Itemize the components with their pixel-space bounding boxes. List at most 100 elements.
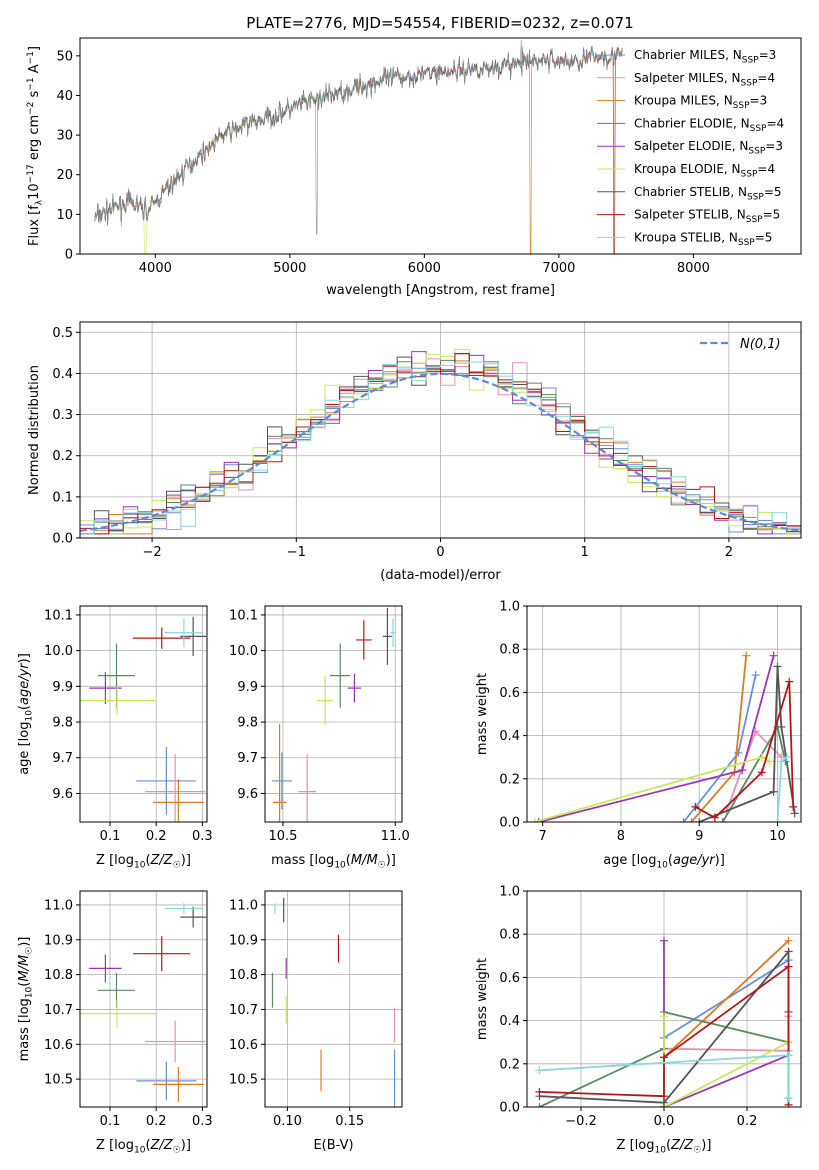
spectrum-line (94, 47, 623, 254)
x-tick-label: 7000 (542, 261, 575, 276)
axes: 7 8 9 10 0.0 0.2 0.4 0.6 0.8 1.0 age [log10(age/yr… (475, 600, 802, 871)
weight-marker (777, 757, 786, 766)
y-axis-label: mass [log10(M/M☉)] (17, 937, 35, 1062)
x-tick-label: 0 (436, 545, 444, 560)
legend-entry: Kroupa MILES, NSSP=3 (634, 94, 767, 112)
y-tick-label: 10.1 (229, 608, 258, 623)
plot-area (271, 897, 396, 1107)
spectrum-line (94, 46, 623, 222)
weight-marker (789, 802, 798, 811)
spectrum-line (94, 48, 623, 223)
x-axis-label: Z [log10(Z/Z☉)] (96, 853, 191, 871)
x-tick-label: 0.1 (100, 829, 121, 844)
weight-marker (679, 818, 688, 822)
x-axis-label: E(B-V) (313, 1138, 353, 1153)
x-tick-label: 0.2 (737, 1114, 758, 1129)
weight-marker (535, 1087, 544, 1096)
weight-marker (535, 1103, 544, 1107)
y-tick-label: 0.2 (499, 1057, 520, 1072)
plot-area (80, 616, 207, 822)
weight-marker (769, 651, 778, 660)
weight-marker (782, 753, 791, 762)
spectrum-line (94, 48, 623, 224)
y-tick-label: 0.4 (499, 729, 520, 744)
plot-area (271, 607, 396, 822)
x-tick-label: 4000 (139, 261, 172, 276)
y-tick-label: 9.7 (52, 751, 73, 766)
spectrum-line (94, 48, 623, 254)
y-tick-label: 0.6 (499, 971, 520, 986)
plot-area (535, 936, 793, 1107)
y-tick-label: 10.6 (229, 1038, 258, 1053)
chart-weight_vs_Z: −0.2 0.0 0.2 0.0 0.2 0.4 0.6 0.8 1.0 Z [log10(Z/Z… (475, 885, 802, 1156)
y-tick-label: 1.0 (499, 600, 520, 615)
axes-frame (79, 890, 208, 1108)
y-tick-label: 0.8 (499, 928, 520, 943)
y-tick-label: 0 (65, 248, 73, 263)
spectrum-line (94, 46, 623, 254)
axes: 0.1 0.2 0.3 9.6 9.7 9.8 9.9 10.0 10.1 Z [log10(Z/… (17, 605, 213, 871)
y-tick-label: 0.6 (499, 686, 520, 701)
y-tick-label: 11.0 (44, 898, 73, 913)
x-tick-label: 0.1 (100, 1114, 121, 1129)
y-tick-label: 40 (56, 89, 73, 104)
y-tick-label: 10.9 (229, 933, 258, 948)
x-axis-label: (data-model)/error (380, 568, 501, 583)
weight-marker (784, 936, 793, 945)
y-tick-label: 10.6 (44, 1038, 73, 1053)
axes-frame (526, 605, 802, 823)
legend: N(0,1) (700, 337, 781, 352)
weight-line (682, 674, 757, 822)
axes: 0.1 0.2 0.3 10.5 10.6 10.7 10.8 10.9 11.0 Z [log1… (17, 890, 213, 1156)
y-tick-label: 0.0 (52, 532, 73, 547)
weight-marker (765, 757, 774, 766)
spectrum-line (94, 47, 623, 224)
weight-marker (777, 722, 786, 731)
legend-entry: Chabrier MILES, NSSP=3 (634, 48, 776, 66)
weight-marker (660, 936, 668, 945)
weight-line (698, 666, 796, 822)
y-tick-label: 50 (56, 49, 73, 64)
weight-marker (790, 809, 799, 818)
axes: −0.2 0.0 0.2 0.0 0.2 0.4 0.6 0.8 1.0 Z [log10(Z/Z… (475, 885, 802, 1156)
weight-marker (757, 753, 766, 762)
y-tick-label: 9.6 (52, 787, 73, 802)
weight-marker (687, 818, 696, 822)
plot-area (80, 903, 207, 1102)
y-tick-label: 10.0 (229, 644, 258, 659)
x-tick-label: −1 (287, 545, 306, 560)
spectrum-line (94, 48, 623, 223)
chart-residuals: −2 −1 0 1 2 0.0 0.1 0.2 0.3 0.4 0.5 N(0,1) (data-mod… (27, 321, 802, 583)
x-axis-label: Z [log10(Z/Z☉)] (96, 1138, 191, 1156)
x-tick-label: 0.2 (146, 829, 167, 844)
x-tick-label: 7 (539, 829, 547, 844)
x-tick-label: 0.15 (335, 1114, 364, 1129)
weight-marker (773, 662, 782, 671)
x-axis-label: age [log10(age/yr)] (603, 853, 725, 871)
plot-area (94, 39, 623, 254)
weight-marker (691, 802, 700, 811)
y-tick-label: 20 (56, 168, 73, 183)
legend-entry: Kroupa STELIB, NSSP=5 (634, 230, 772, 248)
y-tick-label: 10.8 (44, 968, 73, 983)
spectrum-data-line (94, 39, 623, 235)
weight-marker (660, 1053, 668, 1062)
figure-title: PLATE=2776, MJD=54554, FIBERID=0232, z=0… (246, 14, 633, 32)
weight-marker (718, 818, 727, 822)
weight-marker (784, 947, 793, 956)
x-tick-label: 6000 (408, 261, 441, 276)
y-tick-label: 9.9 (52, 680, 73, 695)
weight-marker (535, 1066, 544, 1075)
y-axis-label: Normed distribution (27, 365, 42, 495)
y-axis-label: Flux [fλ10−17 erg cm−2 s−1 A−1] (26, 46, 45, 246)
weight-marker (784, 962, 793, 971)
weight-line (776, 756, 788, 822)
weight-line (663, 940, 789, 1107)
x-tick-label: 9 (695, 829, 703, 844)
chart-age_vs_Z: 0.1 0.2 0.3 9.6 9.7 9.8 9.9 10.0 10.1 Z [log10(Z/… (17, 605, 213, 871)
chart-mass_vs_Z: 0.1 0.2 0.3 10.5 10.6 10.7 10.8 10.9 11.0 Z [log1… (17, 890, 213, 1156)
y-tick-label: 0.2 (499, 772, 520, 787)
weight-line (663, 1016, 789, 1107)
x-axis-label: Z [log10(Z/Z☉)] (617, 1138, 712, 1156)
y-tick-label: 0.0 (499, 816, 520, 831)
